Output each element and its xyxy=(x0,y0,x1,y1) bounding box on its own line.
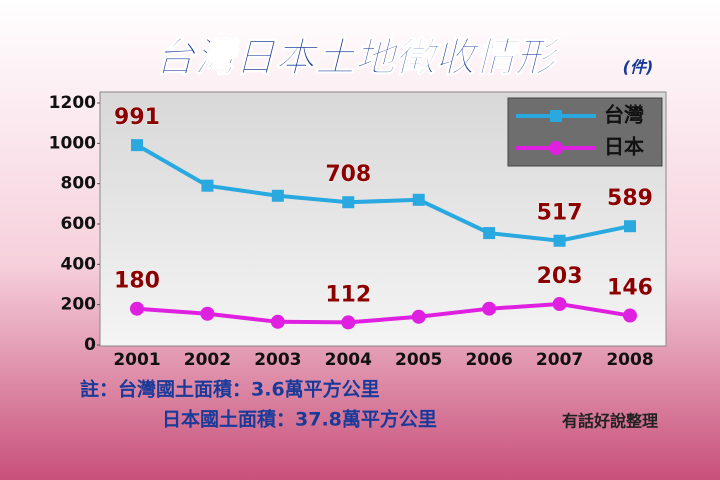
x-tick-label: 2001 xyxy=(113,350,160,370)
point xyxy=(483,227,496,240)
point xyxy=(624,220,636,233)
source: 有話好說整理 xyxy=(562,412,658,431)
data-label: 991 xyxy=(114,105,160,130)
point xyxy=(131,139,143,152)
note: 日本國土面積：37.8萬平方公里 xyxy=(162,408,437,431)
x-tick-label: 2004 xyxy=(325,350,372,370)
data-label: 517 xyxy=(537,201,583,226)
unit: (件) xyxy=(623,58,654,77)
point xyxy=(201,179,214,192)
point xyxy=(342,196,355,209)
point xyxy=(552,297,567,312)
point xyxy=(341,315,356,330)
x-tick-label: 2008 xyxy=(606,350,653,370)
legend-box xyxy=(507,97,663,167)
y-tick-label: 400 xyxy=(61,254,97,274)
chart-title: 台灣日本土地徵收情形 xyxy=(155,35,561,81)
y-tick-label: 1200 xyxy=(49,93,96,113)
legend-marker xyxy=(549,141,563,155)
legend-label: 日本 xyxy=(604,135,644,159)
x-tick-label: 2006 xyxy=(465,350,512,370)
series-line xyxy=(136,302,631,325)
data-label: 180 xyxy=(114,269,160,294)
y-tick-label: 600 xyxy=(61,214,97,234)
point xyxy=(623,308,637,323)
y-tick-label: 0 xyxy=(84,335,96,355)
point xyxy=(130,301,144,316)
y-tick-label: 800 xyxy=(61,174,97,194)
data-label: 112 xyxy=(325,282,371,307)
point xyxy=(412,193,425,206)
x-tick-label: 2002 xyxy=(184,350,231,370)
series-line xyxy=(136,143,631,243)
data-label: 203 xyxy=(537,264,583,289)
y-tick-label: 200 xyxy=(61,295,97,315)
note: 註：台灣國土面積：3.6萬平方公里 xyxy=(80,378,380,401)
point xyxy=(553,234,566,247)
x-tick-label: 2007 xyxy=(536,350,583,370)
data-label: 589 xyxy=(607,186,653,211)
point xyxy=(200,306,215,321)
point xyxy=(482,301,497,316)
point xyxy=(411,309,426,324)
legend-label: 台灣 xyxy=(604,103,644,127)
x-tick-label: 2005 xyxy=(395,350,442,370)
y-tick-label: 1000 xyxy=(49,133,96,153)
data-label: 708 xyxy=(325,162,371,187)
point xyxy=(270,314,285,329)
x-tick-label: 2003 xyxy=(254,350,301,370)
legend-marker xyxy=(550,110,562,122)
data-label: 146 xyxy=(607,276,653,301)
point xyxy=(271,189,284,202)
